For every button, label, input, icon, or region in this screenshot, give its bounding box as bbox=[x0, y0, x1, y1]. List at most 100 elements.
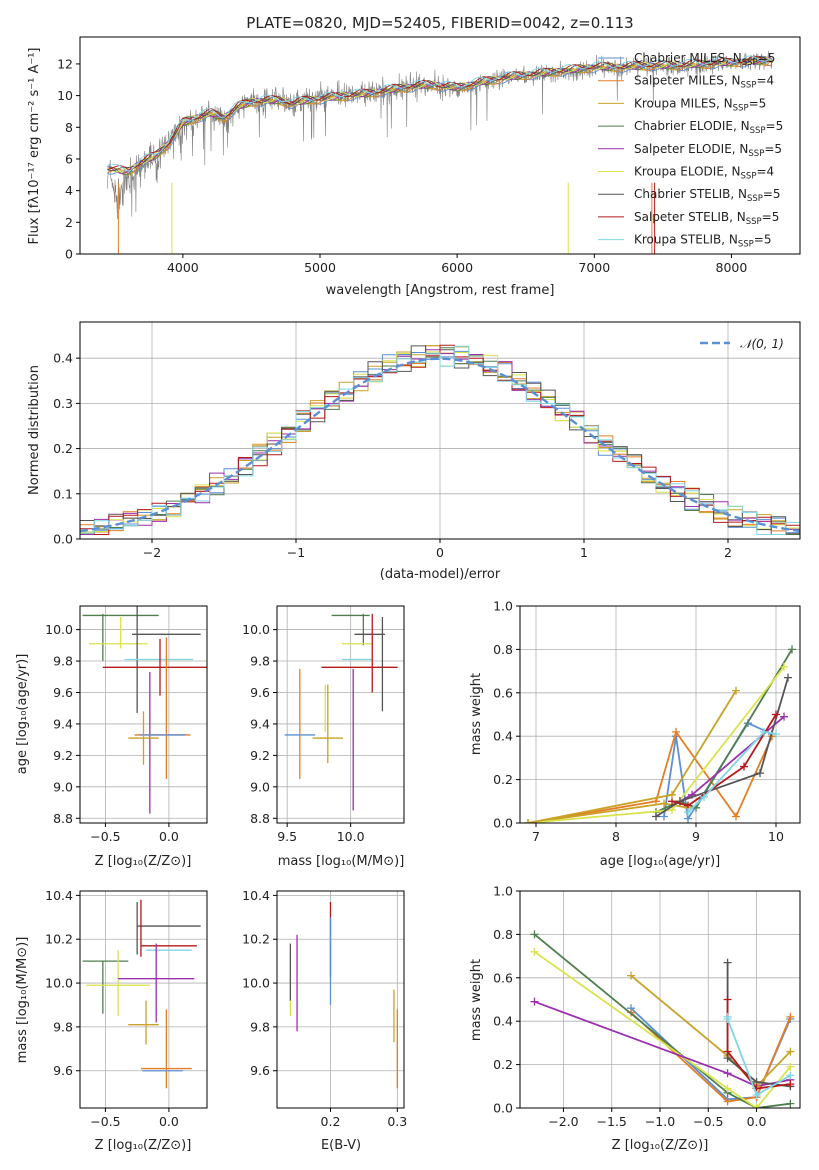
x-tick-label: 0.3 bbox=[387, 1114, 407, 1129]
y-axis-label: Flux [fλ10⁻¹⁷ erg cm⁻² s⁻¹ A⁻¹] bbox=[27, 48, 42, 245]
y-tick-label: 10.0 bbox=[45, 622, 73, 637]
y-axis-label: mass [log₁₀(M/M⊙)] bbox=[15, 937, 30, 1064]
y-tick-label: 2 bbox=[65, 215, 73, 230]
legend-entry: Salpeter ELODIE, NSSP=5 bbox=[634, 142, 782, 159]
spectrum-legend: Chabrier MILES, NSSP=5 Salpeter MILES, NS… bbox=[598, 51, 783, 250]
mass-weight-marker bbox=[700, 792, 708, 801]
y-tick-label: 8.8 bbox=[250, 811, 270, 826]
y-tick-label: 0.3 bbox=[53, 396, 73, 411]
x-axis-label: mass [log₁₀(M/M⊙)] bbox=[278, 854, 405, 869]
mass-weight-marker bbox=[723, 958, 732, 967]
mass-weight-line-7 bbox=[726, 999, 791, 1090]
mass-weight-line-7 bbox=[671, 714, 777, 807]
x-tick-label: 8000 bbox=[716, 260, 748, 275]
y-tick-label: 9.6 bbox=[250, 1063, 270, 1078]
x-tick-label: 4000 bbox=[167, 260, 199, 275]
model-spectrum-5 bbox=[107, 56, 773, 173]
axes-frame bbox=[276, 890, 405, 1109]
y-tick-label: 10.2 bbox=[45, 932, 73, 947]
y-tick-label: 8 bbox=[65, 120, 73, 135]
x-tick-label: 8 bbox=[612, 829, 620, 844]
x-tick-label: 0.0 bbox=[747, 1114, 767, 1129]
x-axis-label: E(B-V) bbox=[321, 1138, 361, 1153]
legend-entry: 𝒩(0, 1) bbox=[740, 337, 784, 351]
x-tick-label: −1.5 bbox=[597, 1114, 627, 1129]
x-tick-label: −1.0 bbox=[645, 1114, 675, 1129]
y-tick-label: 10.2 bbox=[242, 932, 270, 947]
y-tick-label: 9.2 bbox=[53, 748, 73, 763]
histogram-step-8 bbox=[80, 345, 800, 535]
age-vs-mass-panel: 9.5 10.0 8.8 9.0 9.2 9.4 9.6 9.8 10.0 mass [log₁₀… bbox=[242, 605, 405, 869]
axes-frame bbox=[79, 605, 208, 824]
spectrum-panel: 4000 5000 6000 7000 8000 0 2 4 6 8 10 12 Chabrier MI… bbox=[27, 36, 801, 298]
age-vs-metallicity-panel: −0.5 0.0 8.8 9.0 9.2 9.4 9.6 9.8 10.0 Z [log₁₀(Z/… bbox=[15, 605, 208, 869]
mass-weight-marker bbox=[740, 762, 748, 771]
mass-vs-metallicity-panel: −0.5 0.0 9.6 9.8 10.0 10.2 10.4 Z [log₁₀(Z/Z⊙)]… bbox=[15, 888, 208, 1153]
y-tick-label: 0.2 bbox=[493, 772, 513, 787]
model-spectrum-8 bbox=[107, 55, 773, 172]
mass-weight-line-2 bbox=[533, 933, 791, 1108]
mass-weight-vs-age-panel: 7 8 9 10 0.0 0.2 0.4 0.6 0.8 1.0 age [log₁₀(age/yr… bbox=[469, 599, 801, 869]
y-tick-label: 10.0 bbox=[242, 622, 270, 637]
x-tick-label: 9 bbox=[692, 829, 700, 844]
legend-entry: Kroupa STELIB, NSSP=5 bbox=[634, 233, 772, 250]
y-tick-label: 0 bbox=[65, 247, 73, 262]
plot-area bbox=[524, 645, 796, 823]
x-tick-label: 2 bbox=[724, 545, 732, 560]
x-tick-label: 5000 bbox=[304, 260, 336, 275]
mass-weight-marker bbox=[786, 1080, 795, 1089]
y-tick-label: 9.8 bbox=[53, 654, 73, 669]
mass-weight-marker bbox=[723, 995, 732, 1004]
mass-weight-line-8 bbox=[687, 730, 777, 813]
y-axis-label: age [log₁₀(age/yr)] bbox=[15, 654, 30, 775]
mass-weight-marker bbox=[786, 1047, 795, 1056]
y-tick-label: 0.1 bbox=[53, 486, 73, 501]
y-tick-label: 10.4 bbox=[45, 888, 73, 903]
axes-frame bbox=[79, 321, 801, 540]
axes-frame bbox=[519, 605, 801, 824]
y-tick-label: 0.0 bbox=[53, 532, 73, 547]
x-axis-label: wavelength [Angstrom, rest frame] bbox=[326, 283, 555, 298]
y-tick-label: 0.8 bbox=[493, 927, 513, 942]
x-tick-label: 0.0 bbox=[159, 829, 179, 844]
mass-weight-marker bbox=[524, 819, 532, 823]
plot-area bbox=[82, 606, 207, 814]
mass-weight-marker bbox=[668, 790, 676, 799]
mass-weight-marker bbox=[684, 808, 692, 817]
x-tick-label: −0.5 bbox=[693, 1114, 723, 1129]
legend-entry: Salpeter STELIB, NSSP=5 bbox=[634, 210, 779, 227]
figure-title: PLATE=0820, MJD=52405, FIBERID=0042, z=0… bbox=[246, 14, 633, 32]
plot-area bbox=[284, 613, 398, 811]
y-tick-label: 10.4 bbox=[242, 888, 270, 903]
mass-weight-marker bbox=[752, 1104, 761, 1108]
x-tick-label: 6000 bbox=[441, 260, 473, 275]
x-tick-label: 9.5 bbox=[277, 829, 297, 844]
x-axis-label: Z [log₁₀(Z/Z⊙)] bbox=[612, 1138, 709, 1153]
x-axis-label: Z [log₁₀(Z/Z⊙)] bbox=[95, 1138, 192, 1153]
y-tick-label: 0.4 bbox=[493, 729, 513, 744]
y-axis-label: mass weight bbox=[469, 673, 484, 755]
y-tick-label: 9.8 bbox=[53, 1019, 73, 1034]
y-tick-label: 9.4 bbox=[53, 716, 73, 731]
legend-entry: Chabrier ELODIE, NSSP=5 bbox=[634, 119, 783, 136]
mass-weight-line-1 bbox=[630, 1011, 792, 1103]
y-tick-label: 0.6 bbox=[493, 685, 513, 700]
mass-vs-extinction-panel: 0.2 0.3 9.6 9.8 10.0 10.2 10.4 E(B-V) bbox=[242, 888, 407, 1153]
plot-area bbox=[530, 930, 795, 1108]
x-tick-label: −0.5 bbox=[90, 829, 120, 844]
legend-entry: Chabrier STELIB, NSSP=5 bbox=[634, 187, 781, 204]
y-tick-label: 9.4 bbox=[250, 716, 270, 731]
mass-weight-marker bbox=[530, 930, 539, 939]
histogram-step-7 bbox=[80, 344, 800, 535]
mass-weight-marker bbox=[672, 727, 680, 736]
mass-weight-marker bbox=[780, 712, 788, 721]
y-tick-label: 9.6 bbox=[250, 685, 270, 700]
mass-weight-marker bbox=[780, 662, 788, 671]
mass-weight-line-3 bbox=[533, 951, 791, 1108]
y-axis-label: mass weight bbox=[469, 959, 484, 1041]
axes-frame bbox=[79, 890, 208, 1109]
plot-area bbox=[80, 344, 800, 535]
y-axis-label: Normed distribution bbox=[27, 365, 42, 495]
mass-weight-marker bbox=[786, 1012, 795, 1021]
